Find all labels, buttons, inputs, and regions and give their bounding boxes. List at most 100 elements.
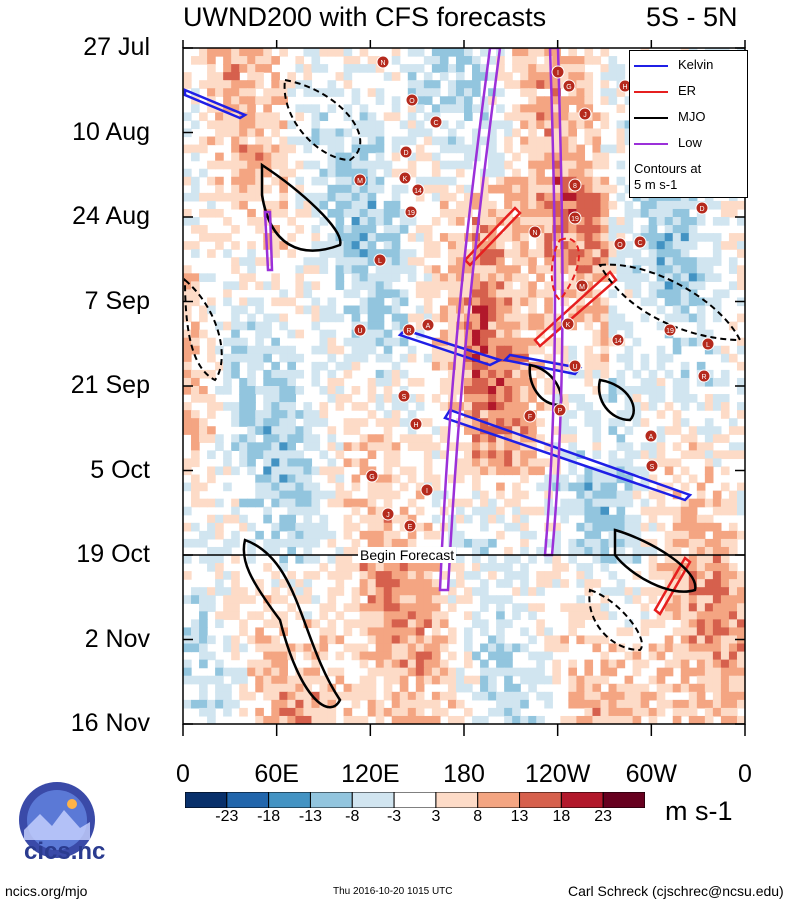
heatmap-cell <box>279 152 288 162</box>
heatmap-cell <box>319 418 329 427</box>
heatmap-cell <box>239 128 248 138</box>
heatmap-cell <box>488 571 497 580</box>
heatmap-cell <box>504 200 513 210</box>
heatmap-cell <box>496 659 505 669</box>
heatmap-cell <box>736 482 745 492</box>
storm-marker-icon: 14 <box>611 333 625 347</box>
heatmap-cell <box>736 386 745 395</box>
heatmap-cell <box>544 305 553 315</box>
heatmap-cell <box>391 56 401 65</box>
heatmap-cell <box>600 48 610 57</box>
heatmap-cell <box>455 265 465 274</box>
heatmap-cell <box>359 458 369 468</box>
heatmap-cell <box>688 546 698 556</box>
heatmap-cell <box>640 611 650 620</box>
heatmap-cell <box>512 699 521 709</box>
heatmap-cell <box>399 651 409 661</box>
heatmap-cell <box>191 426 200 435</box>
heatmap-cell <box>696 611 706 620</box>
heatmap-cell <box>311 176 321 186</box>
heatmap-cell <box>624 538 634 548</box>
heatmap-cell <box>720 394 730 403</box>
heatmap-cell <box>528 48 537 57</box>
heatmap-cell <box>536 289 545 299</box>
heatmap-cell <box>488 691 497 701</box>
heatmap-cell <box>520 104 529 113</box>
heatmap-cell <box>223 611 232 620</box>
heatmap-cell <box>696 530 706 540</box>
heatmap-cell <box>664 273 674 282</box>
heatmap-cell <box>576 88 586 97</box>
heatmap-cell <box>704 538 714 548</box>
heatmap-cell <box>199 233 208 242</box>
heatmap-cell <box>271 522 280 532</box>
heatmap-cell <box>295 273 305 282</box>
heatmap-cell <box>504 369 513 379</box>
heatmap-cell <box>608 64 618 73</box>
heatmap-cell <box>496 184 505 194</box>
heatmap-cell <box>488 265 497 274</box>
heatmap-cell <box>423 619 433 629</box>
heatmap-cell <box>327 627 337 637</box>
footer-url[interactable]: ncics.org/mjo <box>5 883 88 899</box>
heatmap-cell <box>616 176 626 186</box>
heatmap-cell <box>664 426 674 435</box>
heatmap-cell <box>231 514 240 524</box>
heatmap-cell <box>680 635 690 645</box>
heatmap-cell <box>656 345 666 355</box>
heatmap-cell <box>544 72 553 81</box>
heatmap-cell <box>263 450 272 460</box>
heatmap-cell <box>399 120 409 130</box>
heatmap-cell <box>576 144 586 154</box>
heatmap-cell <box>223 120 232 130</box>
heatmap-cell <box>480 538 489 548</box>
heatmap-cell <box>423 96 433 105</box>
heatmap-cell <box>191 434 200 443</box>
heatmap-cell <box>536 546 545 556</box>
heatmap-cell <box>480 442 489 451</box>
heatmap-cell <box>431 192 441 202</box>
heatmap-cell <box>680 707 690 717</box>
heatmap-cell <box>608 490 618 500</box>
legend-kelvin-swatch <box>634 65 668 67</box>
heatmap-cell <box>359 249 369 258</box>
heatmap-cell <box>536 715 545 724</box>
heatmap-cell <box>455 88 465 97</box>
heatmap-cell <box>207 48 216 57</box>
heatmap-cell <box>496 699 505 709</box>
heatmap-cell <box>576 474 586 484</box>
heatmap-cell <box>688 281 698 291</box>
heatmap-cell <box>303 104 313 113</box>
heatmap-cell <box>367 208 377 218</box>
heatmap-cell <box>480 450 489 460</box>
heatmap-cell <box>576 249 586 258</box>
heatmap-cell <box>512 603 521 612</box>
heatmap-cell <box>576 208 586 218</box>
heatmap-cell <box>263 233 272 242</box>
heatmap-cell <box>271 361 280 371</box>
heatmap-cell <box>375 273 385 282</box>
heatmap-cell <box>568 659 577 669</box>
heatmap-cell <box>279 418 288 427</box>
heatmap-cell <box>375 514 385 524</box>
heatmap-cell <box>351 418 361 427</box>
heatmap-cell <box>287 603 296 612</box>
heatmap-cell <box>568 200 577 210</box>
heatmap-cell <box>263 200 272 210</box>
heatmap-cell <box>536 603 545 612</box>
heatmap-cell <box>584 217 594 226</box>
heatmap-cell <box>439 72 449 81</box>
heatmap-cell <box>504 402 513 411</box>
heatmap-cell <box>464 329 473 339</box>
heatmap-cell <box>576 595 586 604</box>
heatmap-cell <box>383 265 393 274</box>
heatmap-cell <box>584 538 594 548</box>
heatmap-cell <box>528 458 537 468</box>
heatmap-cell <box>592 152 602 162</box>
heatmap-cell <box>399 691 409 701</box>
heatmap-cell <box>391 321 401 331</box>
heatmap-cell <box>616 225 626 234</box>
heatmap-cell <box>648 297 658 307</box>
heatmap-cell <box>207 498 216 508</box>
heatmap-cell <box>464 160 473 170</box>
